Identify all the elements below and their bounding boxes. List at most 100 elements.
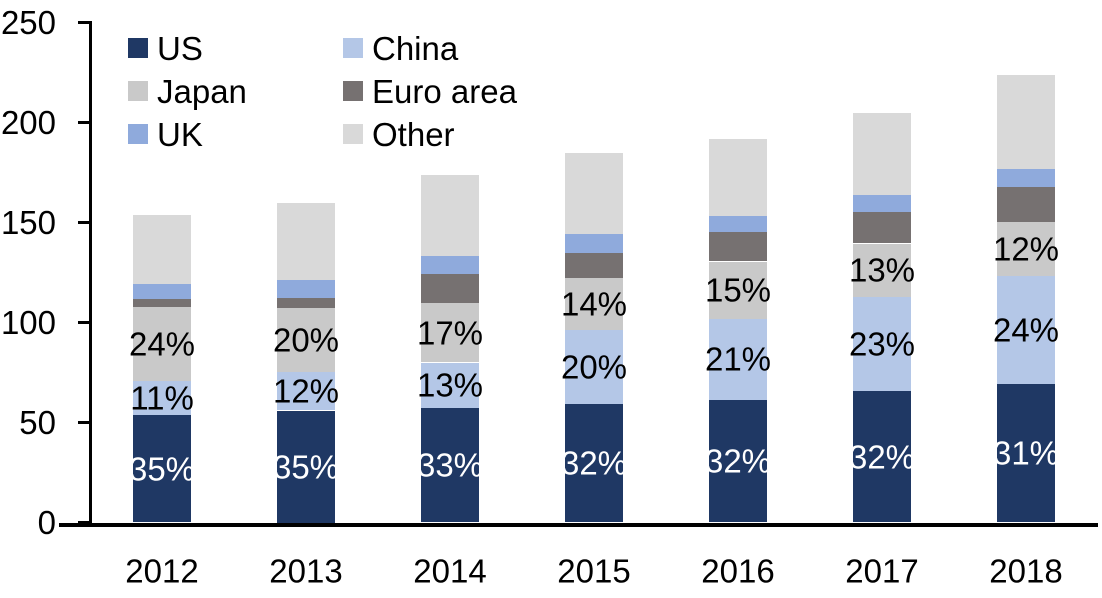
segment-percent-label: 14% xyxy=(560,285,628,323)
bar-segment-japan-2015 xyxy=(565,278,623,331)
segment-percent-label: 21% xyxy=(704,340,772,378)
legend-item-label: China xyxy=(372,29,459,67)
bar-segment-uk-2015 xyxy=(565,234,623,254)
bar-segment-china-2016 xyxy=(709,319,767,400)
segment-percent-label: 11% xyxy=(130,379,194,417)
legend-swatch-uk xyxy=(128,124,148,144)
legend-item-label: Japan xyxy=(157,72,247,110)
y-axis-tick-label: 250 xyxy=(0,3,56,41)
bar-segment-japan-2013 xyxy=(277,308,335,373)
bar-segment-other-2018 xyxy=(997,74,1055,169)
bar-segment-other-2014 xyxy=(421,174,479,256)
bar-segment-china-2018 xyxy=(997,276,1055,384)
y-axis-tick-mark xyxy=(78,21,90,24)
y-axis-tick-mark xyxy=(78,521,90,524)
segment-percent-label: 20% xyxy=(560,348,628,386)
bar-segment-other-2012 xyxy=(133,214,191,284)
y-axis-tick-label: 50 xyxy=(19,403,56,441)
legend-item-us: US xyxy=(128,32,203,65)
legend-item-japan: Japan xyxy=(128,75,247,108)
bar-segment-uk-2013 xyxy=(277,280,335,299)
bar-segment-euro-area-2018 xyxy=(997,186,1055,223)
bar-segment-euro-area-2015 xyxy=(565,253,623,279)
y-axis-tick-mark xyxy=(78,121,90,124)
bar-segment-japan-2018 xyxy=(997,222,1055,277)
x-axis-category-label: 2012 xyxy=(125,552,199,590)
x-axis-category-label: 2017 xyxy=(845,552,919,590)
bar-segment-euro-area-2014 xyxy=(421,274,479,304)
x-axis-category-label: 2014 xyxy=(413,552,487,590)
segment-percent-label: 20% xyxy=(272,321,340,359)
bar-segment-us-2014 xyxy=(421,407,479,523)
bar-segment-euro-area-2016 xyxy=(709,232,767,262)
legend-swatch-euro-area xyxy=(343,81,363,101)
bar-segment-other-2017 xyxy=(853,112,911,195)
y-axis-tick-label: 100 xyxy=(0,303,56,341)
segment-percent-label: 12% xyxy=(992,230,1060,268)
bar-segment-us-2017 xyxy=(853,391,911,523)
bar-segment-us-2013 xyxy=(277,410,335,523)
segment-percent-label: 32% xyxy=(704,442,772,480)
segment-percent-label: 12% xyxy=(272,372,340,410)
bar-segment-us-2012 xyxy=(133,414,191,523)
x-axis-line xyxy=(59,522,1098,527)
bar-segment-uk-2016 xyxy=(709,215,767,233)
bar-segment-uk-2014 xyxy=(421,255,479,275)
bar-segment-other-2016 xyxy=(709,138,767,216)
segment-percent-label: 32% xyxy=(848,438,916,476)
segment-percent-label: 31% xyxy=(992,434,1060,472)
bar-segment-us-2016 xyxy=(709,399,767,523)
y-axis-tick-mark xyxy=(78,421,90,424)
segment-percent-label: 15% xyxy=(704,271,772,309)
bar-segment-euro-area-2017 xyxy=(853,212,911,244)
legend-item-label: US xyxy=(157,29,203,67)
legend-item-other: Other xyxy=(343,118,455,151)
y-axis-tick-mark xyxy=(78,221,90,224)
legend-item-label: Euro area xyxy=(372,72,517,110)
x-axis-category-label: 2013 xyxy=(269,552,343,590)
y-axis-tick-label: 150 xyxy=(0,203,56,241)
y-axis-tick-label: 0 xyxy=(37,503,56,541)
bar-segment-us-2018 xyxy=(997,383,1055,523)
segment-percent-label: 35% xyxy=(128,450,196,488)
chart-legend: US China Japan Euro area UK Other xyxy=(0,0,1102,160)
x-axis-category-label: 2018 xyxy=(989,552,1063,590)
legend-item-china: China xyxy=(343,32,458,65)
bar-segment-euro-area-2012 xyxy=(133,298,191,307)
y-axis-line xyxy=(88,21,92,527)
bar-segment-china-2013 xyxy=(277,372,335,411)
segment-percent-label: 17% xyxy=(416,314,484,352)
segment-percent-label: 33% xyxy=(416,446,484,484)
segment-percent-label: 24% xyxy=(128,325,196,363)
bar-segment-japan-2012 xyxy=(133,306,191,381)
legend-item-uk: UK xyxy=(128,118,203,151)
x-axis-category-label: 2015 xyxy=(557,552,631,590)
bar-segment-china-2017 xyxy=(853,296,911,392)
y-axis-tick-mark xyxy=(78,321,90,324)
segment-percent-label: 24% xyxy=(992,311,1060,349)
bar-segment-japan-2016 xyxy=(709,261,767,320)
segment-percent-label: 32% xyxy=(560,444,628,482)
legend-swatch-japan xyxy=(128,81,148,101)
bar-segment-euro-area-2013 xyxy=(277,298,335,309)
bar-segment-japan-2017 xyxy=(853,243,911,297)
bar-segment-us-2015 xyxy=(565,404,623,523)
x-axis-category-label: 2016 xyxy=(701,552,775,590)
bar-segment-uk-2012 xyxy=(133,283,191,299)
legend-swatch-us xyxy=(128,38,148,58)
bar-segment-japan-2014 xyxy=(421,303,479,363)
bar-segment-uk-2017 xyxy=(853,194,911,213)
legend-item-label: UK xyxy=(157,115,203,153)
legend-item-euro-area: Euro area xyxy=(343,75,517,108)
legend-item-label: Other xyxy=(372,115,455,153)
y-axis-tick-label: 200 xyxy=(0,103,56,141)
segment-percent-label: 13% xyxy=(416,366,484,404)
bar-segment-other-2013 xyxy=(277,202,335,281)
legend-swatch-china xyxy=(343,38,363,58)
segment-percent-label: 13% xyxy=(848,251,916,289)
bar-segment-china-2012 xyxy=(133,380,191,415)
bar-segment-other-2015 xyxy=(565,152,623,235)
segment-percent-label: 23% xyxy=(848,325,916,363)
